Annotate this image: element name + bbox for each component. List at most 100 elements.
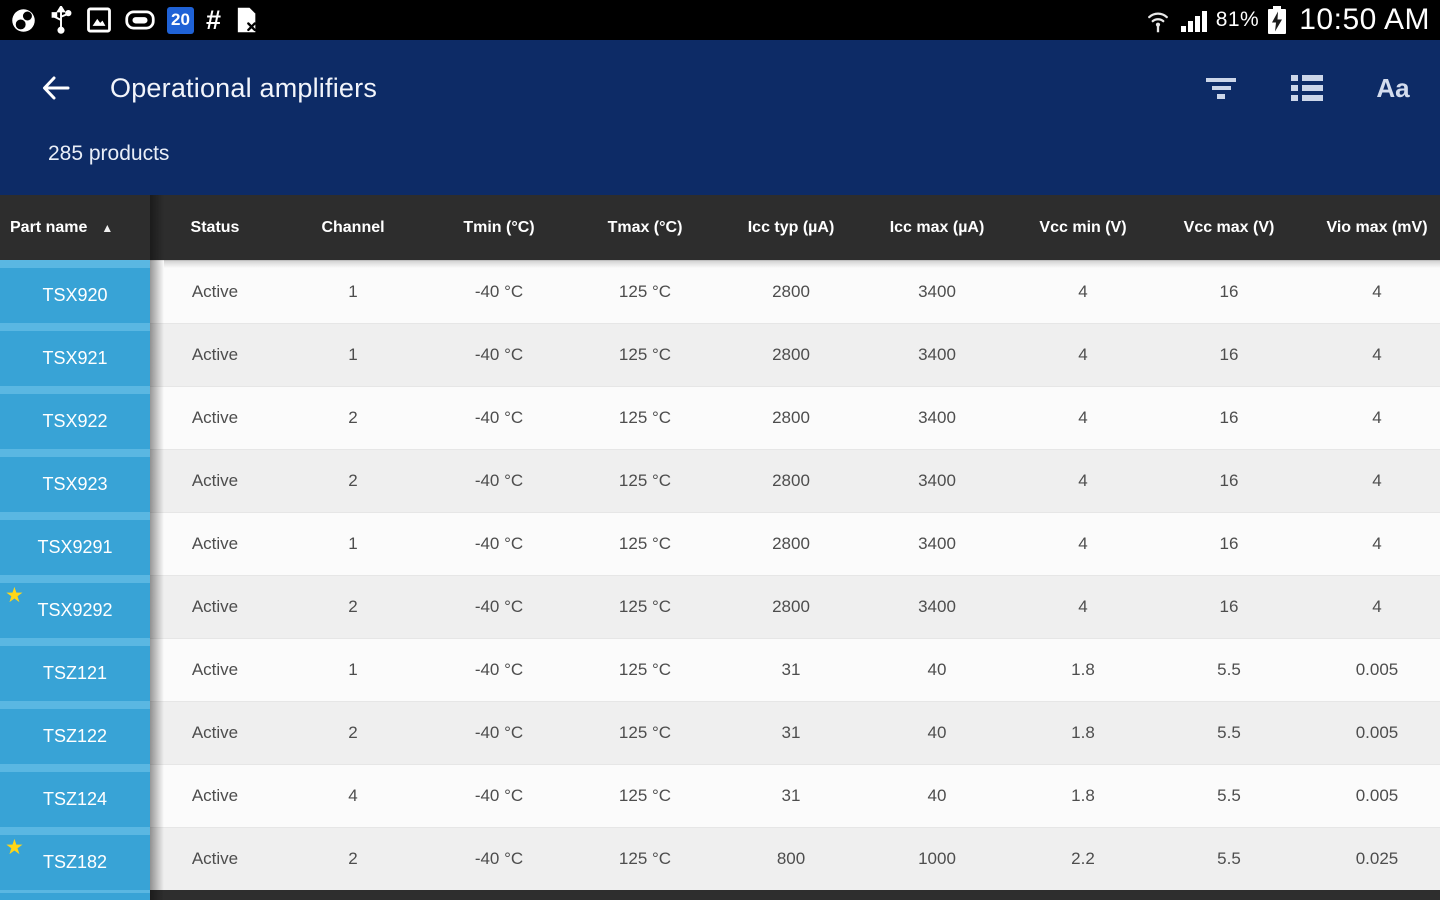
cell-status: Active xyxy=(150,323,280,386)
cell-status: Active xyxy=(150,449,280,512)
column-header-vcc_max[interactable]: Vcc max (V) xyxy=(1183,218,1275,236)
part-name-label: TSX922 xyxy=(42,411,108,431)
cell-channel: 1 xyxy=(280,512,426,575)
part-name-cell[interactable]: TSX923 xyxy=(0,449,150,512)
part-name-label: TSX920 xyxy=(42,285,108,305)
cell-tmin: -40 °C xyxy=(426,323,572,386)
products-count-label: 285 products xyxy=(48,142,170,165)
cell-status: Active xyxy=(150,386,280,449)
cell-tmin: -40 °C xyxy=(426,764,572,827)
part-name-cell[interactable]: TSX920 xyxy=(0,260,150,323)
part-name-cell[interactable]: TSZ124 xyxy=(0,764,150,827)
cell-tmax: 125 °C xyxy=(572,575,718,638)
part-name-cell[interactable]: ★ TSZ182 xyxy=(0,827,150,890)
table-row[interactable]: TSZ121 Active 1 -40 °C 125 °C 31 40 1.8 5.5 0.005 xyxy=(0,638,1440,701)
table-bottom-edge xyxy=(0,890,1440,900)
cell-tmin: -40 °C xyxy=(426,827,572,890)
table-row[interactable]: TSX921 Active 1 -40 °C 125 °C 2800 3400 4 16 4 xyxy=(0,323,1440,386)
table-row[interactable]: TSX923 Active 2 -40 °C 125 °C 2800 3400 4 16 4 xyxy=(0,449,1440,512)
cell-vio_max: 4 xyxy=(1302,512,1440,575)
cell-vio_max: 4 xyxy=(1302,386,1440,449)
cell-vcc_max: 16 xyxy=(1156,386,1302,449)
cell-tmax: 125 °C xyxy=(572,512,718,575)
cell-channel: 2 xyxy=(280,701,426,764)
table-row[interactable]: TSX922 Active 2 -40 °C 125 °C 2800 3400 4 16 4 xyxy=(0,386,1440,449)
part-name-label: TSX9291 xyxy=(37,537,113,557)
column-header-icc_max[interactable]: Icc max (µA) xyxy=(889,218,985,236)
cell-vcc_max: 5.5 xyxy=(1156,827,1302,890)
part-name-label: TSX9292 xyxy=(37,600,113,620)
cell-icc_max: 3400 xyxy=(864,575,1010,638)
column-header-status[interactable]: Status xyxy=(190,218,240,236)
cell-vcc_min: 4 xyxy=(1010,575,1156,638)
hash-icon: # xyxy=(206,4,222,35)
page-title: Operational amplifiers xyxy=(110,72,378,103)
cell-vcc_max: 5.5 xyxy=(1156,701,1302,764)
part-name-cell[interactable]: TSX922 xyxy=(0,386,150,449)
cell-vcc_min: 4 xyxy=(1010,512,1156,575)
status-bar-system: 81% 10:50 AM xyxy=(1144,3,1430,37)
column-header-label: Part name xyxy=(10,218,88,236)
cell-status: Active xyxy=(150,764,280,827)
file-error-icon xyxy=(233,6,259,34)
column-header-channel[interactable]: Channel xyxy=(321,218,385,236)
favorite-star-icon: ★ xyxy=(5,584,24,607)
cell-vcc_min: 4 xyxy=(1010,386,1156,449)
cell-tmax: 125 °C xyxy=(572,764,718,827)
cell-channel: 4 xyxy=(280,764,426,827)
cell-tmax: 125 °C xyxy=(572,701,718,764)
font-size-button[interactable]: Aa xyxy=(1376,71,1410,105)
cell-icc_typ: 2800 xyxy=(718,575,864,638)
cell-vio_max: 0.025 xyxy=(1302,827,1440,890)
list-view-button[interactable] xyxy=(1290,71,1324,105)
column-header-vio_max[interactable]: Vio max (mV) xyxy=(1326,218,1428,236)
column-header-tmax[interactable]: Tmax (°C) xyxy=(607,218,683,236)
back-button[interactable] xyxy=(34,66,78,110)
cell-icc_max: 1000 xyxy=(864,827,1010,890)
column-header-part[interactable]: Part name ▲ xyxy=(0,195,150,260)
bottom-edge-strip xyxy=(150,890,1440,900)
filter-button[interactable] xyxy=(1204,71,1238,105)
table-row[interactable]: ★ TSZ182 Active 2 -40 °C 125 °C 800 1000 2.2 5.5 0… xyxy=(0,827,1440,890)
part-name-cell[interactable]: TSZ122 xyxy=(0,701,150,764)
data-usage-icon xyxy=(10,7,37,34)
cell-vcc_min: 4 xyxy=(1010,260,1156,323)
cell-vcc_min: 1.8 xyxy=(1010,638,1156,701)
part-name-cell[interactable]: TSX9291 xyxy=(0,512,150,575)
cell-channel: 2 xyxy=(280,449,426,512)
cell-tmin: -40 °C xyxy=(426,701,572,764)
part-name-label: TSZ122 xyxy=(42,726,108,746)
cell-icc_typ: 2800 xyxy=(718,512,864,575)
cell-icc_max: 3400 xyxy=(864,260,1010,323)
cell-icc_max: 3400 xyxy=(864,323,1010,386)
list-view-icon xyxy=(1291,75,1323,101)
cell-vcc_min: 1.8 xyxy=(1010,764,1156,827)
cell-tmax: 125 °C xyxy=(572,638,718,701)
cell-tmax: 125 °C xyxy=(572,260,718,323)
usb-icon xyxy=(49,6,73,34)
cell-icc_typ: 31 xyxy=(718,764,864,827)
table-row[interactable]: TSZ124 Active 4 -40 °C 125 °C 31 40 1.8 5.5 0.005 xyxy=(0,764,1440,827)
cell-status: Active xyxy=(150,260,280,323)
table-row[interactable]: TSX920 Active 1 -40 °C 125 °C 2800 3400 4 16 4 xyxy=(0,260,1440,323)
table-row[interactable]: TSZ122 Active 2 -40 °C 125 °C 31 40 1.8 5.5 0.005 xyxy=(0,701,1440,764)
column-header-tmin[interactable]: Tmin (°C) xyxy=(463,218,535,236)
part-name-label: TSZ121 xyxy=(42,663,108,683)
column-header-icc_typ[interactable]: Icc typ (µA) xyxy=(747,218,835,236)
part-name-cell[interactable]: TSX921 xyxy=(0,323,150,386)
cell-icc_max: 3400 xyxy=(864,512,1010,575)
font-size-icon: Aa xyxy=(1376,72,1410,103)
cell-vcc_max: 16 xyxy=(1156,260,1302,323)
part-name-cell[interactable]: ★ TSX9292 xyxy=(0,575,150,638)
part-name-cell[interactable]: TSZ121 xyxy=(0,638,150,701)
cell-icc_typ: 2800 xyxy=(718,386,864,449)
part-name-label: TSX921 xyxy=(42,348,108,368)
wifi-icon xyxy=(1144,6,1172,34)
cell-channel: 1 xyxy=(280,260,426,323)
column-header-vcc_min[interactable]: Vcc min (V) xyxy=(1039,218,1127,236)
table-row[interactable]: ★ TSX9292 Active 2 -40 °C 125 °C 2800 3400 4 16 4 xyxy=(0,575,1440,638)
cell-icc_typ: 2800 xyxy=(718,449,864,512)
table-row[interactable]: TSX9291 Active 1 -40 °C 125 °C 2800 3400 4 16 4 xyxy=(0,512,1440,575)
battery-charging-icon xyxy=(1268,6,1287,34)
cell-icc_max: 40 xyxy=(864,701,1010,764)
